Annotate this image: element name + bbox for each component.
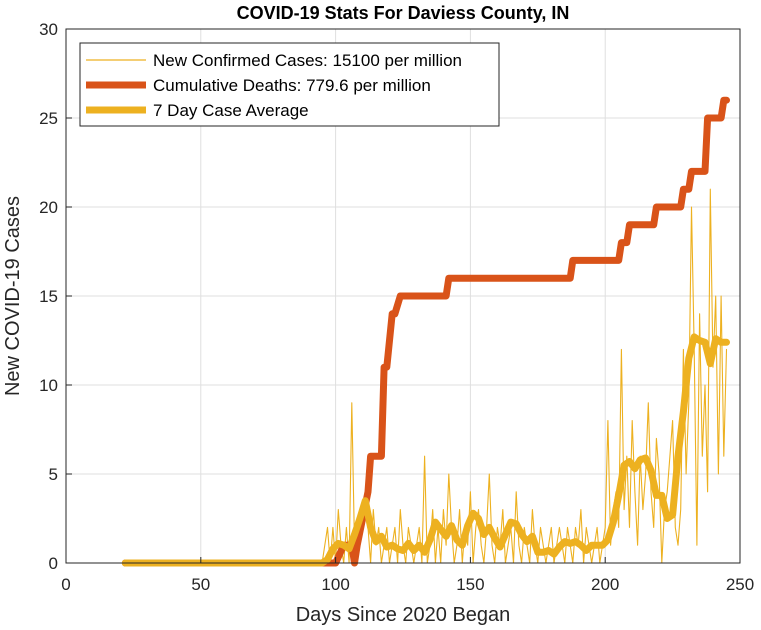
y-tick-label: 10 — [39, 376, 58, 395]
x-tick-label: 50 — [191, 575, 210, 594]
legend-label-7-day-average: 7 Day Case Average — [153, 101, 309, 120]
y-tick-label: 25 — [39, 109, 58, 128]
x-tick-label: 200 — [591, 575, 619, 594]
y-tick-label: 5 — [49, 465, 58, 484]
legend-box — [79, 42, 500, 127]
y-tick-label: 15 — [39, 287, 58, 306]
x-axis-label: Days Since 2020 Began — [296, 604, 511, 626]
y-axis-label: New COVID-19 Cases — [2, 196, 24, 396]
x-tick-label: 250 — [726, 575, 754, 594]
y-tick-label: 0 — [49, 554, 58, 573]
series-line-7-day-average — [121, 333, 730, 567]
y-tick-label: 20 — [39, 198, 58, 217]
x-tick-label: 100 — [321, 575, 349, 594]
legend: New Confirmed Cases: 15100 per million C… — [79, 42, 500, 127]
x-tick-label: 150 — [456, 575, 484, 594]
y-tick-label: 30 — [39, 20, 58, 39]
y-axis: 0 5 10 15 20 25 30 — [39, 20, 72, 573]
series-layer — [121, 96, 730, 567]
series-line-cumulative-deaths — [121, 96, 730, 567]
legend-label-new-cases: New Confirmed Cases: 15100 per million — [153, 51, 462, 70]
legend-label-cumulative-deaths: Cumulative Deaths: 779.6 per million — [153, 76, 431, 95]
chart-title: COVID-19 Stats For Daviess County, IN — [237, 3, 570, 23]
x-tick-label: 0 — [61, 575, 70, 594]
x-axis: 0 50 100 150 200 250 — [61, 557, 754, 594]
series-line-new-confirmed-cases — [124, 188, 728, 564]
